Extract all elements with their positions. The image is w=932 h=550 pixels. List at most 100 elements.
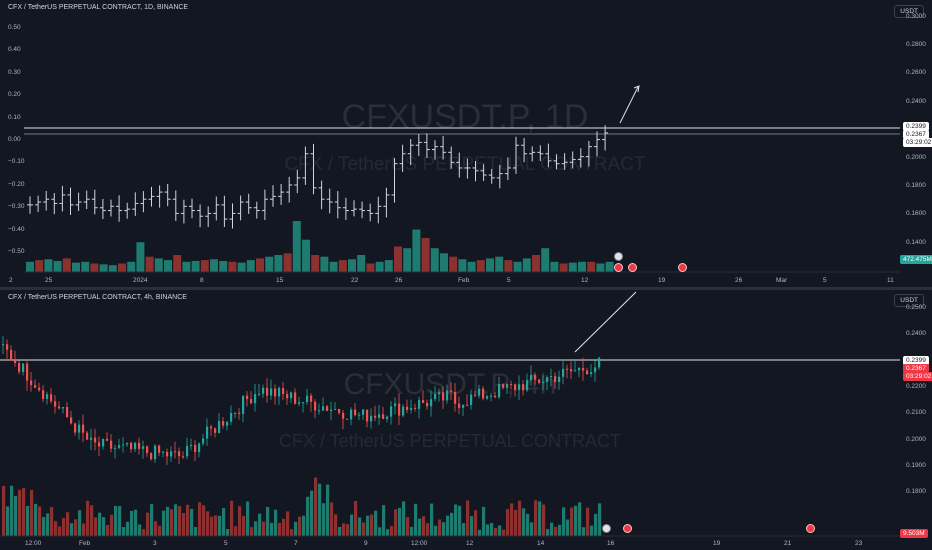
candle-body bbox=[538, 379, 541, 383]
volume-bar bbox=[494, 527, 498, 536]
volume-bar bbox=[90, 263, 99, 272]
volume-bar bbox=[46, 513, 50, 536]
candle-body bbox=[274, 388, 277, 397]
volume-bar bbox=[50, 507, 54, 536]
tick-label: 5 bbox=[507, 277, 511, 284]
volume-bar bbox=[502, 529, 506, 536]
volume-bar bbox=[256, 258, 264, 272]
dividend-event-icon[interactable] bbox=[602, 524, 611, 533]
candle-body bbox=[510, 384, 513, 386]
volume-bar bbox=[200, 260, 209, 272]
volume-bar bbox=[362, 522, 366, 536]
volume-bar bbox=[38, 506, 42, 536]
volume-bar bbox=[398, 507, 402, 536]
candle-body bbox=[42, 390, 45, 399]
volume-bar bbox=[322, 503, 326, 536]
volume-bar bbox=[326, 484, 330, 536]
tick-label: 26 bbox=[735, 277, 743, 284]
volume-bar bbox=[342, 523, 346, 536]
volume-bar bbox=[430, 248, 439, 272]
volume-bar bbox=[302, 239, 310, 272]
economic-event-icon[interactable] bbox=[806, 524, 815, 533]
candle-body bbox=[574, 370, 577, 372]
volume-bar bbox=[174, 504, 178, 536]
currency-button-bottom[interactable]: USDT bbox=[894, 294, 924, 307]
volume-bar bbox=[154, 258, 163, 272]
candle-body bbox=[282, 388, 285, 394]
volume-bar bbox=[320, 256, 329, 272]
volume-bar bbox=[127, 261, 136, 272]
candle-body bbox=[102, 438, 105, 447]
candle-body bbox=[482, 388, 485, 399]
economic-event-icon[interactable] bbox=[628, 263, 637, 272]
four-hour-chart-canvas[interactable]: CFXUSDT.P, 4h CFX / TetherUS PERPETUAL CO… bbox=[0, 290, 932, 550]
pane-divider[interactable] bbox=[0, 287, 932, 290]
volume-bar bbox=[582, 527, 586, 536]
economic-event-icon[interactable] bbox=[623, 524, 632, 533]
candle-body bbox=[218, 421, 221, 433]
volume-bar bbox=[366, 515, 370, 536]
candle-body bbox=[262, 387, 265, 394]
volume-bar bbox=[370, 514, 374, 536]
candle-body bbox=[486, 396, 489, 399]
volume-bar bbox=[421, 238, 430, 272]
volume-bar bbox=[164, 260, 172, 272]
tick-label: 0.50 bbox=[8, 24, 21, 31]
tick-label: 15 bbox=[276, 277, 284, 284]
volume-bar bbox=[186, 504, 190, 536]
volume-bar bbox=[286, 511, 290, 536]
volume-bar bbox=[26, 261, 34, 272]
candle-body bbox=[54, 401, 57, 407]
volume-bar bbox=[378, 527, 382, 536]
candle-body bbox=[410, 407, 413, 410]
candle-body bbox=[10, 349, 13, 361]
volume-bar bbox=[294, 521, 298, 536]
volume-bar bbox=[482, 506, 486, 536]
volume-bar bbox=[570, 507, 574, 536]
candle-body bbox=[462, 404, 465, 408]
candle-body bbox=[70, 417, 73, 424]
candle-body bbox=[78, 424, 81, 433]
tick-label: 12 bbox=[581, 277, 589, 284]
tick-label: 8 bbox=[200, 277, 204, 284]
volume-bar bbox=[22, 488, 26, 536]
candle-body bbox=[178, 451, 181, 457]
candle-body bbox=[406, 406, 409, 410]
watermark-description: CFX / TetherUS PERPETUAL CONTRACT bbox=[284, 154, 645, 175]
economic-event-icon[interactable] bbox=[678, 263, 687, 272]
volume-bar bbox=[198, 502, 202, 536]
candle-body bbox=[418, 400, 421, 409]
daily-chart-pane[interactable]: CFXUSDT.P, 1D CFX / TetherUS PERPETUAL CO… bbox=[0, 0, 932, 287]
four-hour-chart-pane[interactable]: CFXUSDT.P, 4h CFX / TetherUS PERPETUAL CO… bbox=[0, 290, 932, 550]
volume-bar bbox=[6, 506, 10, 536]
volume-bar bbox=[142, 529, 146, 536]
candle-body bbox=[302, 402, 305, 404]
daily-chart-canvas[interactable]: CFXUSDT.P, 1D CFX / TetherUS PERPETUAL CO… bbox=[0, 0, 932, 287]
candle-body bbox=[98, 442, 101, 447]
tick-label: 19 bbox=[658, 277, 666, 284]
candle-body bbox=[210, 426, 213, 429]
candle-body bbox=[586, 370, 589, 375]
candle-body bbox=[58, 406, 61, 409]
tick-label: 7 bbox=[294, 540, 298, 547]
volume-bar bbox=[578, 502, 582, 536]
candle-body bbox=[366, 409, 369, 422]
volume-bar bbox=[190, 508, 194, 536]
volume-bar bbox=[283, 253, 292, 272]
economic-event-icon[interactable] bbox=[614, 263, 623, 272]
candle-body bbox=[222, 421, 225, 426]
volume-bar bbox=[298, 516, 302, 536]
trend-arrow-head bbox=[633, 85, 640, 93]
volume-bar bbox=[510, 503, 514, 536]
candle-body bbox=[478, 388, 481, 396]
volume-bar bbox=[102, 517, 106, 536]
volume-bar bbox=[406, 517, 410, 536]
currency-button-top[interactable]: USDT bbox=[894, 5, 924, 18]
volume-bar bbox=[310, 490, 314, 536]
volume-bar bbox=[374, 510, 378, 536]
dividend-event-icon[interactable] bbox=[614, 252, 623, 261]
volume-bar bbox=[118, 506, 122, 536]
volume-bar bbox=[242, 515, 246, 536]
volume-bar bbox=[154, 521, 158, 536]
volume-bar bbox=[414, 503, 418, 536]
